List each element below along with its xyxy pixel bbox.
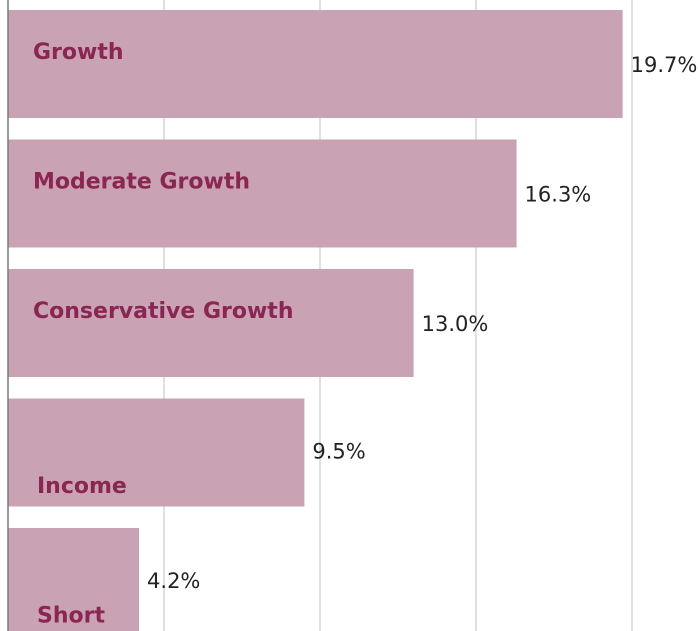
bars (8, 10, 623, 631)
category-label: Moderate Growth (33, 170, 250, 195)
value-label: 13.0% (422, 312, 489, 336)
bar (8, 398, 305, 507)
value-label: 16.3% (525, 183, 592, 207)
category-label: Growth (33, 40, 124, 65)
labels: Growth 19.7% Moderate Growth 16.3% Conservat… (33, 40, 697, 628)
bar (8, 10, 623, 118)
bar (8, 139, 517, 248)
value-label: 9.5% (312, 440, 365, 464)
value-label: 4.2% (147, 569, 200, 593)
bar (8, 528, 140, 631)
category-label: Short (37, 604, 105, 629)
category-label: Income (37, 474, 127, 499)
category-label: Conservative Growth (33, 299, 293, 324)
value-label: 19.7% (631, 53, 698, 77)
bar (8, 269, 414, 377)
